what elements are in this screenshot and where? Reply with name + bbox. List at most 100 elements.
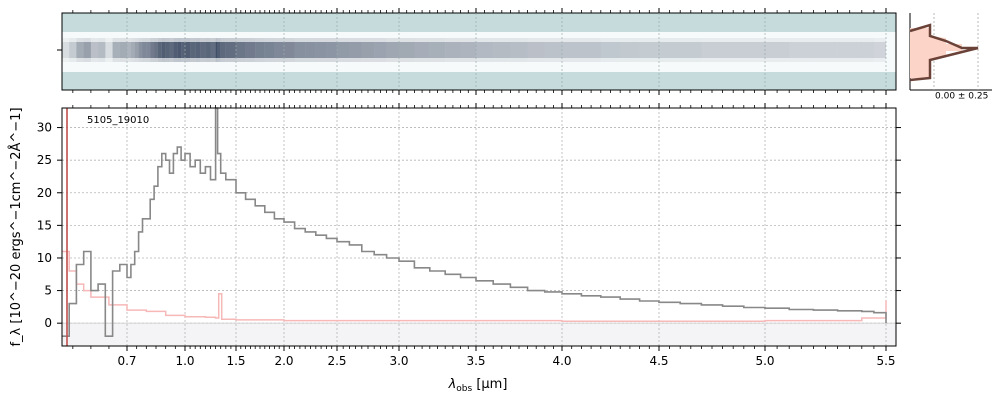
spec2d-trace-halo [69, 38, 77, 62]
spec2d-trace-segment [185, 42, 191, 58]
spec2d-trace-halo [130, 38, 135, 62]
spec2d-frame [61, 12, 897, 91]
spec2d-trace-halo [119, 38, 127, 62]
spec2d-trace-segment [544, 42, 562, 58]
spec2d-trace-segment [105, 42, 113, 58]
spec2d-trace-segment [374, 42, 387, 58]
spec2d-trace-halo [813, 38, 838, 62]
y-ticks: 0 5 10 15 20 25 30 [37, 121, 901, 330]
spec2d-panel [57, 8, 897, 95]
spec2d-trace-segment [305, 42, 316, 58]
spec2d-trace-halo [112, 38, 120, 62]
spec2d-trace-halo [861, 38, 874, 62]
x-axis-label-unit: [μm] [472, 377, 507, 392]
spec2d-trace-segment [119, 42, 127, 58]
spec2d-trace-halo [476, 38, 494, 62]
spec2d-trace-halo [765, 38, 790, 62]
spec2d-trace-segment [493, 42, 511, 58]
spec2d-trace-halo [255, 38, 265, 62]
x-tick-label: 1.5 [226, 354, 245, 368]
spec2d-trace-halo [873, 38, 886, 62]
spec2d-trace-halo [90, 38, 99, 62]
spec2d-trace-segment [236, 42, 246, 58]
x-tick-label: 4.0 [552, 354, 571, 368]
y-tick-label: 30 [37, 121, 52, 135]
spec2d-trace-halo [743, 38, 765, 62]
spec2d-trace-segment [399, 42, 415, 58]
spec2d-trace-halo [62, 38, 70, 62]
spec2d-trace-halo [245, 38, 256, 62]
error-series-line [62, 250, 887, 322]
spec2d-trace-segment [62, 42, 70, 58]
spec2d-trace-segment [274, 42, 284, 58]
profile-line [909, 23, 979, 82]
spec2d-trace-segment [195, 42, 201, 58]
spec2d-trace-segment [294, 42, 306, 58]
spec2d-trace-segment [169, 42, 174, 58]
spec2d-trace-halo [680, 38, 702, 62]
spec2d-trace-segment [264, 42, 275, 58]
spec2d-trace-segment [639, 42, 659, 58]
spec2d-ticks [57, 8, 887, 95]
x-tick-label: 0.7 [117, 354, 136, 368]
spec2d-trace-halo [142, 38, 147, 62]
spec2d-trace-segment [154, 42, 158, 58]
spec2d-trace-segment [386, 42, 399, 58]
spec2d-trace-segment [255, 42, 265, 58]
spec2d-trace-halo [527, 38, 545, 62]
spec2d-trace-halo [173, 38, 178, 62]
spec2d-trace-segment [701, 42, 723, 58]
profile-panel: 0.00 ± 0.25 [909, 13, 992, 102]
spec2d-trace-segment [177, 42, 182, 58]
spec2d-trace-halo [659, 38, 681, 62]
x-tick-label: 5.5 [876, 354, 895, 368]
spec2d-trace-halo [305, 38, 316, 62]
spec2d-trace-segment [510, 42, 528, 58]
x-tick-label: 3.0 [389, 354, 408, 368]
spec2d-trace-halo [177, 38, 182, 62]
spec2d-trace-segment [181, 42, 185, 58]
spec2d-trace-halo [264, 38, 275, 62]
spec2d-trace-segment [225, 42, 236, 58]
spec2d-trace-halo [544, 38, 562, 62]
spec2d-trace-segment [315, 42, 327, 58]
spec2d-trace-segment [659, 42, 681, 58]
spec2d-trace-halo [361, 38, 375, 62]
spec2d-trace-segment [680, 42, 702, 58]
spec2d-trace-segment [161, 42, 166, 58]
spec2d-trace-segment [146, 42, 151, 58]
y-tick-label: 15 [37, 218, 52, 232]
y-tick-label: 10 [37, 251, 52, 265]
spec2d-trace-segment [284, 42, 295, 58]
spec2d-trace-halo [150, 38, 155, 62]
spec2d-trace-segment [138, 42, 143, 58]
spec2d-gridlines [126, 13, 887, 90]
y-tick-label: 25 [37, 153, 52, 167]
spec2d-trace-halo [701, 38, 723, 62]
spec2d-trace-segment [69, 42, 77, 58]
spec2d-trace-segment [620, 42, 640, 58]
spec2d-trace-halo [200, 38, 206, 62]
spec2d-trace-halo [460, 38, 476, 62]
spec2d-trace-halo [220, 38, 226, 62]
spec2d-trace-halo [326, 38, 337, 62]
x-tick-label: 3.5 [466, 354, 485, 368]
spec2d-trace-halo [722, 38, 744, 62]
spec2d-trace-segment [130, 42, 135, 58]
spec2d-trace-halo [399, 38, 415, 62]
spec2d-trace-halo [169, 38, 174, 62]
spec2d-trace-segment [98, 42, 106, 58]
spec2d-trace-segment [157, 42, 162, 58]
x-axis-label: λobs [μm] [448, 377, 508, 394]
spec2d-trace-halo [837, 38, 862, 62]
spec2d-trace-halo [493, 38, 511, 62]
y-tick-label: 5 [44, 284, 52, 298]
spec2d-trace-halo [217, 38, 221, 62]
spec2d-trace-segment [150, 42, 155, 58]
spec2d-trace-segment [83, 42, 91, 58]
spec2d-trace-halo [789, 38, 814, 62]
spec2d-trace-halo [83, 38, 91, 62]
spec2d-trace-segment [837, 42, 862, 58]
spec2d-trace-halo [76, 38, 84, 62]
